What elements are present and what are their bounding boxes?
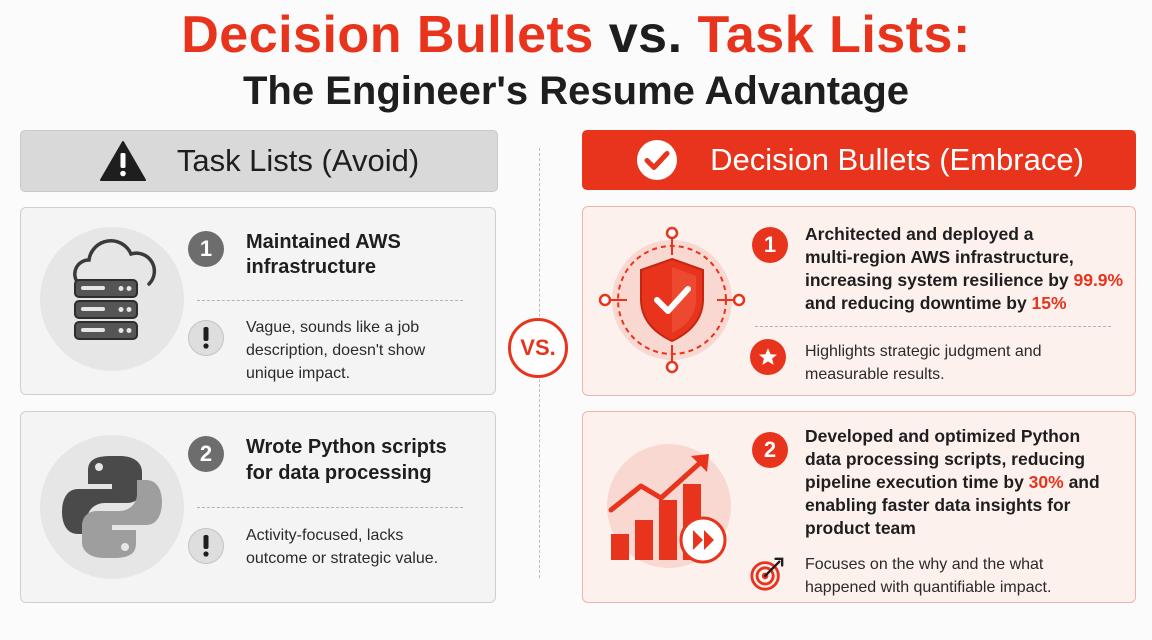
item-number: 1 xyxy=(752,227,788,263)
exclamation-icon xyxy=(188,528,224,564)
target-icon xyxy=(749,556,785,592)
task-lists-header: Task Lists (Avoid) xyxy=(20,130,498,192)
growth-chart-icon xyxy=(597,428,747,583)
metric-highlight: 15% xyxy=(1031,293,1067,313)
item-number: 1 xyxy=(188,231,224,267)
task-card-2: 2 Wrote Python scripts for data processi… xyxy=(20,411,496,603)
decision-card-2: 2 Developed and optimized Python data pr… xyxy=(582,411,1136,603)
metric-highlight: 30% xyxy=(1028,472,1064,492)
decision-card-1: 1 Architected and deployed a multi-regio… xyxy=(582,206,1136,396)
title-part-vs: vs. xyxy=(608,6,683,64)
decision-bullet-text: Developed and optimized Python data proc… xyxy=(805,426,1100,538)
title-part-decision-bullets: Decision Bullets xyxy=(181,6,594,64)
dashed-divider xyxy=(197,300,463,301)
warning-icon xyxy=(99,140,147,182)
task-card-1: 1 Maintained AWS infrastructure Vague, s… xyxy=(20,207,496,395)
title-part-task-lists: Task Lists: xyxy=(697,6,971,64)
decision-note-text: Highlights strategic judgment and measur… xyxy=(805,343,1042,383)
page-title: Decision Bullets vs. Task Lists: xyxy=(0,4,1152,66)
star-icon xyxy=(750,339,786,375)
task-bullet-text: Wrote Python scripts for data processing xyxy=(246,436,447,484)
dashed-divider xyxy=(755,326,1111,327)
page-subtitle: The Engineer's Resume Advantage xyxy=(243,69,909,113)
exclamation-icon xyxy=(188,320,224,356)
check-circle-icon xyxy=(634,137,680,183)
decision-bullet-text: Architected and deployed a multi-region … xyxy=(805,224,1124,313)
cloud-server-icon xyxy=(37,224,187,379)
shield-network-icon xyxy=(597,225,747,380)
task-note-text: Vague, sounds like a job description, do… xyxy=(246,319,426,382)
item-number: 2 xyxy=(188,436,224,472)
vs-badge: VS. xyxy=(508,318,568,378)
task-lists-heading: Task Lists (Avoid) xyxy=(176,143,420,178)
python-logo-icon xyxy=(37,432,187,587)
task-bullet-text: Maintained AWS infrastructure xyxy=(246,231,401,278)
decision-bullets-header: Decision Bullets (Embrace) xyxy=(582,130,1136,190)
metric-highlight: 99.9% xyxy=(1073,270,1124,290)
item-number: 2 xyxy=(752,432,788,468)
task-note-text: Activity-focused, lacks outcome or strat… xyxy=(246,527,439,567)
decision-note-text: Focuses on the why and the what happened… xyxy=(805,556,1052,596)
dashed-divider xyxy=(197,507,463,508)
decision-bullets-heading: Decision Bullets (Embrace) xyxy=(710,142,1084,177)
